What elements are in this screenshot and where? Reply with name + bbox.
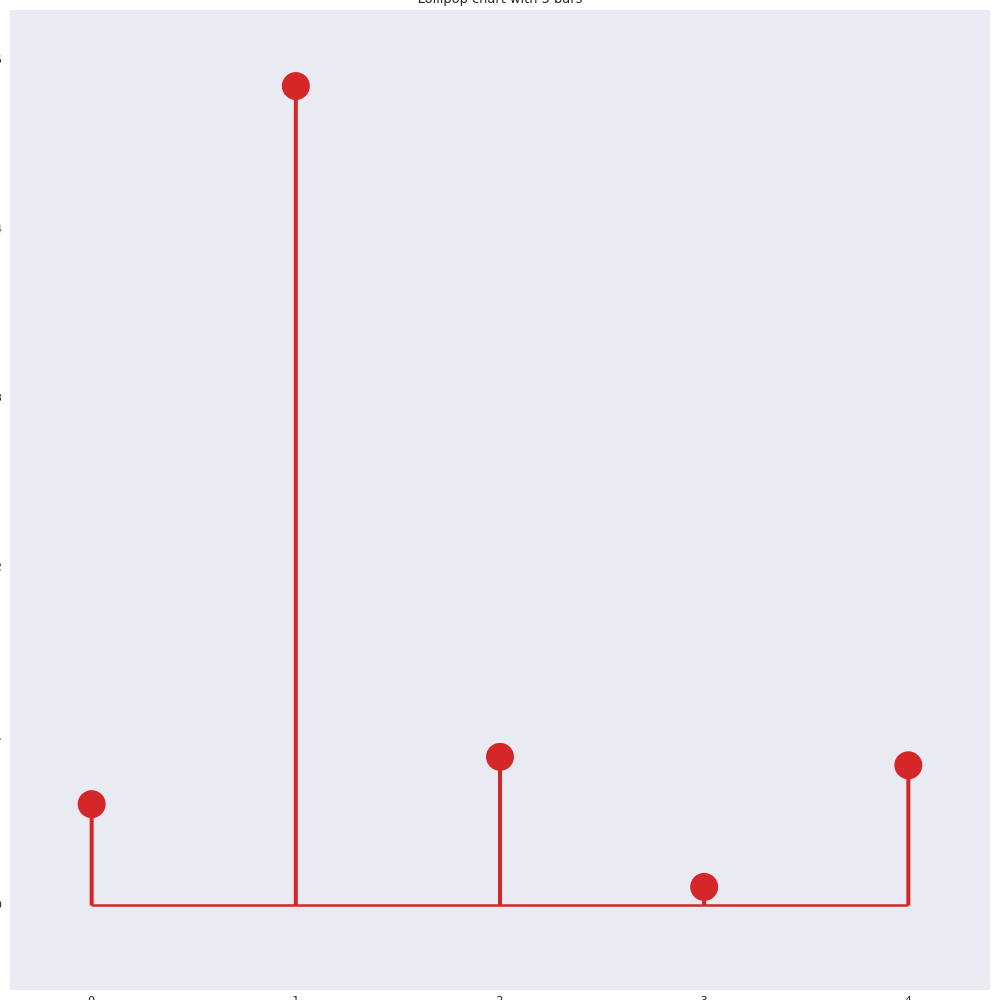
marker-4 xyxy=(894,751,923,780)
y-tick-label-0: 0 xyxy=(0,899,2,912)
x-tick-label-4: 4 xyxy=(905,994,912,1000)
x-tick-label-3: 3 xyxy=(701,994,708,1000)
chart-title: Lollipop chart with 5 bars xyxy=(0,0,1000,7)
x-axis-ticks: 0 1 2 3 4 xyxy=(88,994,912,1000)
stems-layer xyxy=(89,86,911,906)
marker-2 xyxy=(486,742,514,771)
y-axis-ticks: 0 1 2 3 4 5 xyxy=(0,54,2,912)
markers-layer xyxy=(77,72,923,901)
marker-0 xyxy=(77,790,106,819)
y-tick-label-4: 4 xyxy=(0,223,2,236)
y-tick-label-2: 2 xyxy=(0,561,2,574)
x-tick-label-1: 1 xyxy=(292,994,299,1000)
x-tick-label-0: 0 xyxy=(88,994,95,1000)
y-tick-label-1: 1 xyxy=(0,730,2,743)
marker-1 xyxy=(281,72,310,101)
y-tick-label-5: 5 xyxy=(0,54,2,67)
y-tick-label-3: 3 xyxy=(0,392,2,405)
marker-3 xyxy=(690,872,719,901)
x-tick-label-2: 2 xyxy=(497,994,504,1000)
